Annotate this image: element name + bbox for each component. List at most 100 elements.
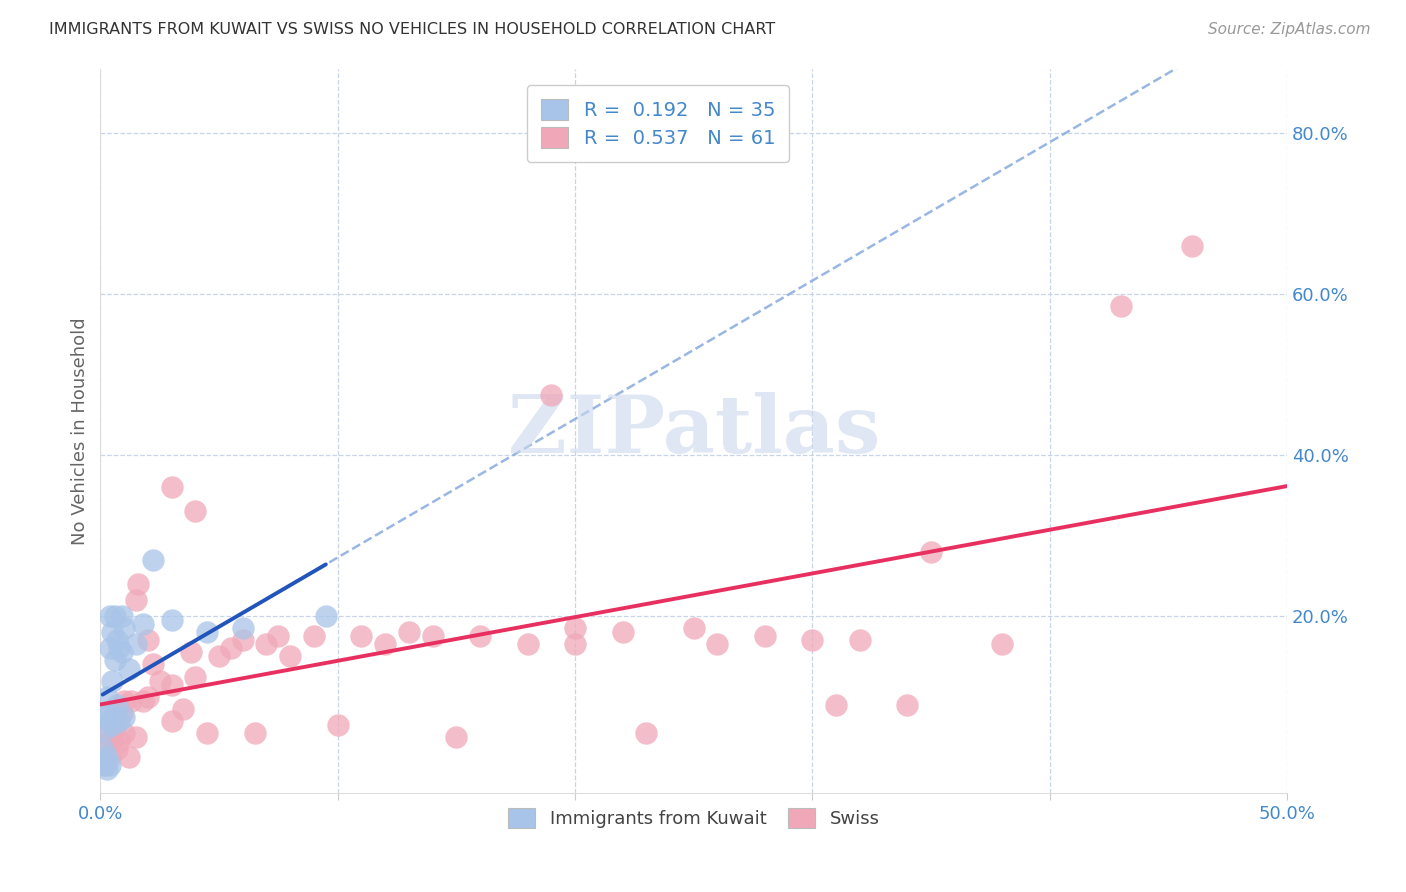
Point [120, 694, 142, 708]
Text: IMMIGRANTS FROM KUWAIT VS SWISS NO VEHICLES IN HOUSEHOLD CORRELATION CHART: IMMIGRANTS FROM KUWAIT VS SWISS NO VEHIC… [49, 22, 776, 37]
Point [96, 750, 118, 764]
Point [160, 613, 183, 627]
Point [111, 645, 134, 659]
Point [160, 480, 183, 494]
Point [219, 641, 242, 656]
Point [98, 641, 121, 656]
Point [132, 617, 155, 632]
Point [96, 706, 118, 720]
Point [132, 694, 155, 708]
Point [142, 657, 165, 672]
Point [160, 678, 183, 692]
Point [105, 698, 128, 712]
Point [149, 673, 172, 688]
Point [564, 621, 586, 635]
Point [112, 694, 135, 708]
Point [278, 649, 301, 664]
Point [180, 645, 202, 659]
Y-axis label: No Vehicles in Household: No Vehicles in Household [72, 318, 89, 545]
Point [105, 633, 128, 648]
Point [195, 726, 218, 740]
Point [350, 629, 373, 643]
Point [101, 673, 124, 688]
Text: Source: ZipAtlas.com: Source: ZipAtlas.com [1208, 22, 1371, 37]
Point [468, 629, 491, 643]
Point [540, 387, 562, 401]
Point [302, 629, 325, 643]
Point [101, 734, 124, 748]
Point [111, 706, 134, 720]
Point [96, 726, 118, 740]
Point [920, 545, 942, 559]
Point [754, 629, 776, 643]
Point [91, 738, 114, 752]
Point [896, 698, 918, 712]
Point [127, 577, 149, 591]
Point [706, 637, 728, 651]
Point [612, 625, 634, 640]
Point [98, 758, 121, 772]
Point [184, 504, 207, 518]
Point [267, 629, 290, 643]
Point [108, 734, 131, 748]
Point [326, 718, 349, 732]
Point [98, 609, 121, 624]
Text: ZIPatlas: ZIPatlas [508, 392, 880, 470]
Point [111, 609, 134, 624]
Point [98, 750, 121, 764]
Point [446, 730, 468, 744]
Point [112, 710, 135, 724]
Point [1181, 238, 1204, 252]
Point [94, 706, 117, 720]
Point [172, 702, 194, 716]
Point [184, 669, 207, 683]
Point [112, 726, 135, 740]
Point [243, 726, 266, 740]
Point [98, 714, 121, 728]
Point [208, 649, 231, 664]
Point [636, 726, 658, 740]
Point [315, 609, 337, 624]
Point [801, 633, 824, 648]
Point [422, 629, 444, 643]
Point [96, 762, 118, 776]
Point [125, 730, 148, 744]
Point [104, 710, 127, 724]
Point [564, 637, 586, 651]
Point [118, 750, 141, 764]
Point [125, 637, 148, 651]
Point [105, 742, 128, 756]
Point [142, 553, 165, 567]
Point [94, 722, 117, 736]
Point [136, 690, 159, 704]
Point [232, 621, 254, 635]
Point [108, 714, 131, 728]
Point [195, 625, 218, 640]
Point [108, 641, 131, 656]
Point [682, 621, 704, 635]
Point [1109, 299, 1132, 313]
Point [125, 593, 148, 607]
Legend: Immigrants from Kuwait, Swiss: Immigrants from Kuwait, Swiss [501, 801, 887, 835]
Point [91, 754, 114, 768]
Point [94, 758, 117, 772]
Point [160, 714, 183, 728]
Point [516, 637, 538, 651]
Point [398, 625, 420, 640]
Point [118, 661, 141, 675]
Point [849, 633, 872, 648]
Point [104, 722, 127, 736]
Point [256, 637, 278, 651]
Point [825, 698, 848, 712]
Point [104, 609, 127, 624]
Point [101, 718, 124, 732]
Point [112, 621, 135, 635]
Point [96, 690, 118, 704]
Point [232, 633, 254, 648]
Point [104, 653, 127, 667]
Point [94, 758, 117, 772]
Point [91, 742, 114, 756]
Point [101, 625, 124, 640]
Point [136, 633, 159, 648]
Point [991, 637, 1014, 651]
